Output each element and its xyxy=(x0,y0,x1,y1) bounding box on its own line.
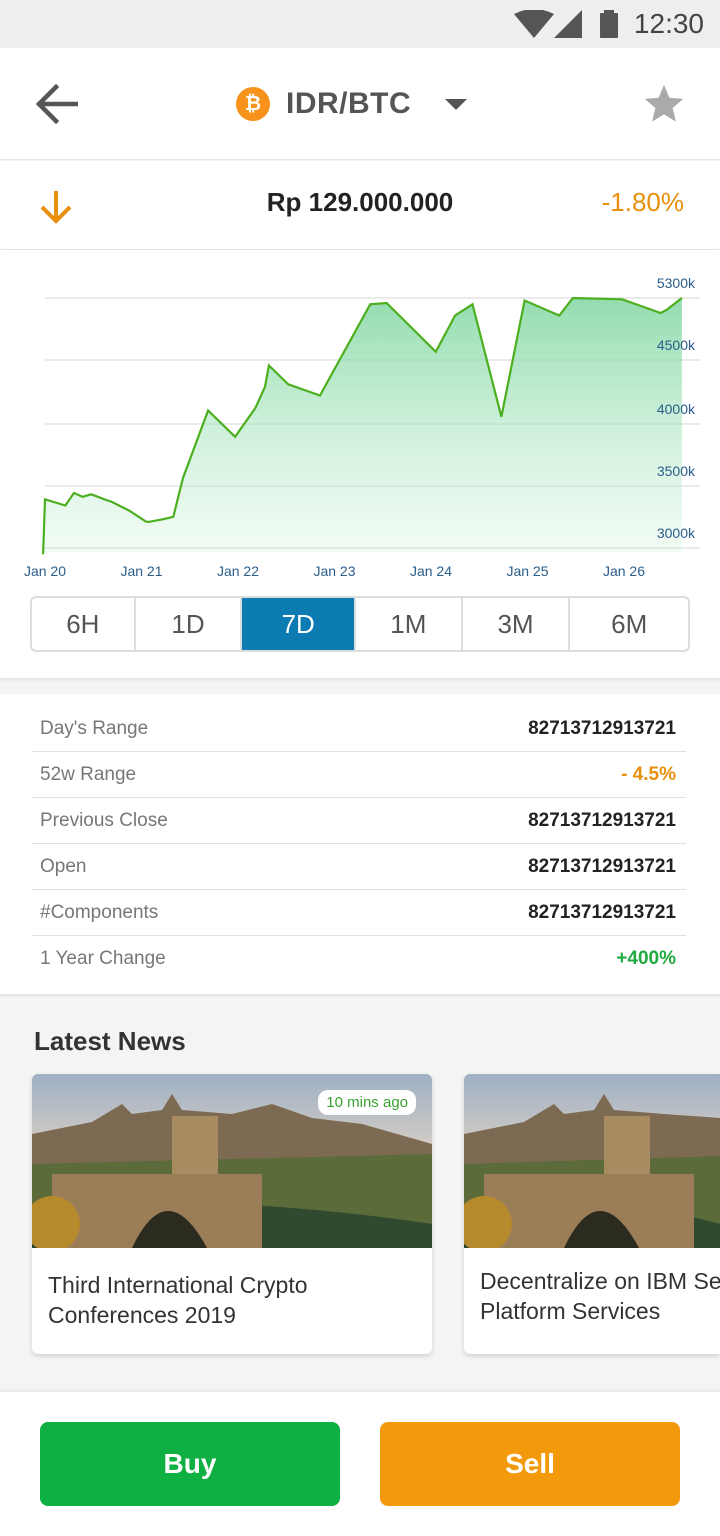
current-price: Rp 129.000.000 xyxy=(266,187,454,217)
arrow-left-icon xyxy=(35,84,78,124)
stat-row: Day's Range 82713712913721 xyxy=(32,706,686,752)
pair-selector[interactable]: ₿ IDR/BTC xyxy=(236,82,468,126)
range-tab-1d[interactable]: 1D xyxy=(136,598,243,650)
action-bar: Buy Sell xyxy=(0,1392,720,1536)
x-tick-label: Jan 24 xyxy=(410,563,452,579)
stat-label: #Components xyxy=(40,902,159,923)
stat-value: 82713712913721 xyxy=(528,718,676,739)
price-change: -1.80% xyxy=(601,187,684,217)
y-tick-label: 4000k xyxy=(657,401,696,417)
stat-label: Previous Close xyxy=(40,810,168,831)
news-image xyxy=(464,1074,720,1248)
caret-down-icon xyxy=(445,98,468,110)
stat-row: 52w Range - 4.5% xyxy=(32,752,686,798)
chart-area xyxy=(43,298,682,555)
news-headline-line2: Platform Services xyxy=(480,1298,661,1324)
news-headline-line1: Third International Crypto xyxy=(48,1272,308,1298)
price-chart: 5300k 4500k 4000k 3500k 3000k Jan 20 Jan 21 Ja… xyxy=(24,275,700,579)
y-tick-label: 5300k xyxy=(657,275,696,291)
stats-table: Day's Range 82713712913721 52w Range - 4.5%… xyxy=(0,694,720,994)
stat-label: 1 Year Change xyxy=(40,948,166,969)
range-tabs: 6H 1D 7D 1M 3M 6M xyxy=(30,596,690,652)
range-tab-3m[interactable]: 3M xyxy=(463,598,571,650)
x-tick-label: Jan 26 xyxy=(603,563,645,579)
signal-icon xyxy=(554,10,582,38)
chart-card: 5300k 4500k 4000k 3500k 3000k Jan 20 Jan 21 Ja… xyxy=(0,250,720,678)
stat-row: Open 82713712913721 xyxy=(32,844,686,890)
arrow-down-icon xyxy=(40,191,72,224)
stat-label: Open xyxy=(40,856,87,877)
news-card[interactable]: Decentralize on IBM Se Platform Services xyxy=(464,1074,720,1354)
back-button[interactable] xyxy=(30,80,82,128)
y-tick-label: 4500k xyxy=(657,337,696,353)
chart-line xyxy=(42,296,683,555)
stat-value: - 4.5% xyxy=(621,764,676,785)
wifi-icon xyxy=(514,10,554,38)
x-tick-label: Jan 20 xyxy=(24,563,66,579)
stat-value: 82713712913721 xyxy=(528,856,676,877)
stat-label: 52w Range xyxy=(40,764,137,785)
news-image xyxy=(32,1074,432,1248)
pair-label: IDR/BTC xyxy=(286,87,412,120)
news-headline-line2: Conferences 2019 xyxy=(48,1302,236,1328)
price-bar: Rp 129.000.000 -1.80% xyxy=(0,161,720,249)
status-bar: 12:30 xyxy=(0,0,720,48)
news-card[interactable]: 10 mins ago Third International Crypto C… xyxy=(32,1074,432,1354)
x-tick-label: Jan 23 xyxy=(313,563,355,579)
battery-icon xyxy=(600,10,618,38)
x-tick-label: Jan 21 xyxy=(120,563,162,579)
x-tick-label: Jan 22 xyxy=(217,563,259,579)
y-tick-label: 3000k xyxy=(657,525,696,541)
range-tab-1m[interactable]: 1M xyxy=(356,598,463,650)
bitcoin-icon: ₿ xyxy=(236,87,270,121)
stat-row: #Components 82713712913721 xyxy=(32,890,686,936)
stat-value: 82713712913721 xyxy=(528,902,676,923)
range-tab-6h[interactable]: 6H xyxy=(32,598,136,650)
news-headline-line1: Decentralize on IBM Se xyxy=(480,1268,720,1294)
news-headline: Decentralize on IBM Se Platform Services xyxy=(480,1266,720,1326)
stat-value: +400% xyxy=(616,948,676,969)
range-tab-6m[interactable]: 6M xyxy=(611,608,648,639)
app-header: ₿ IDR/BTC xyxy=(0,48,720,160)
x-tick-label: Jan 25 xyxy=(506,563,548,579)
latest-news-title: Latest News xyxy=(34,1026,186,1056)
range-tab-7d[interactable]: 7D xyxy=(242,598,357,650)
stat-row: 1 Year Change +400% xyxy=(32,936,686,982)
y-tick-label: 3500k xyxy=(657,463,696,479)
stat-row: Previous Close 82713712913721 xyxy=(32,798,686,844)
buy-button[interactable]: Buy xyxy=(40,1422,340,1506)
star-icon[interactable] xyxy=(642,82,686,126)
news-time-badge: 10 mins ago xyxy=(318,1090,416,1115)
sell-button[interactable]: Sell xyxy=(380,1422,680,1506)
news-headline: Third International Crypto Conferences 2… xyxy=(48,1270,422,1330)
stat-value: 82713712913721 xyxy=(528,810,676,831)
stat-label: Day's Range xyxy=(40,718,149,739)
status-time: 12:30 xyxy=(633,8,704,39)
